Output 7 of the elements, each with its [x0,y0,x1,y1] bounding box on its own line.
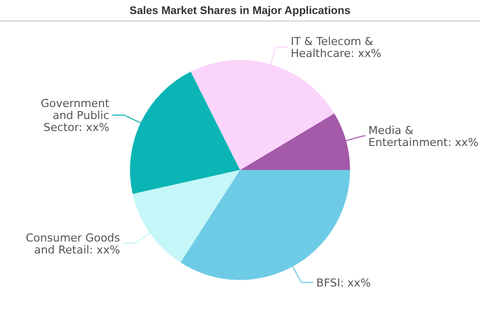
chart-title: Sales Market Shares in Major Applications [130,5,350,17]
slice-label: Government and Public Sector: xx% [40,97,110,134]
slice-label: Consumer Goods and Retail: xx% [26,231,120,256]
slice-label: BFSI: xx% [316,276,371,290]
slice-label: Media & Entertainment: xx% [368,124,478,149]
pie-slice [180,170,350,280]
slice-label: IT & Telecom & Healthcare: xx% [290,35,382,60]
